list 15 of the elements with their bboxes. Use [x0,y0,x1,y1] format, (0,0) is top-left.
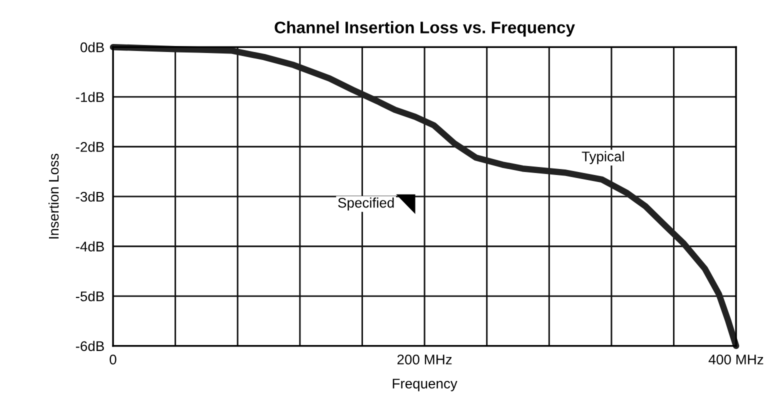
y-axis-title: Insertion Loss [48,154,59,238]
annotation: Specified [338,198,394,210]
series-label: Typical [582,151,624,164]
y-tick-label: -4dB [76,241,104,252]
x-tick-label: 400 MHz [708,354,764,364]
x-axis-title: Frequency [392,378,458,392]
x-tick-label: 0 [110,354,116,364]
y-tick-label: -6dB [76,340,104,352]
y-tick-label: -5dB [76,291,104,302]
chart-title: Channel Insertion Loss vs. Frequency [274,21,575,37]
y-tick-label: -3dB [76,191,104,202]
y-tick-label: -1dB [76,92,104,102]
y-tick-label: -2dB [76,142,104,152]
x-tick-label: 200 MHz [397,354,452,364]
y-tick-label: 0dB [80,42,104,52]
